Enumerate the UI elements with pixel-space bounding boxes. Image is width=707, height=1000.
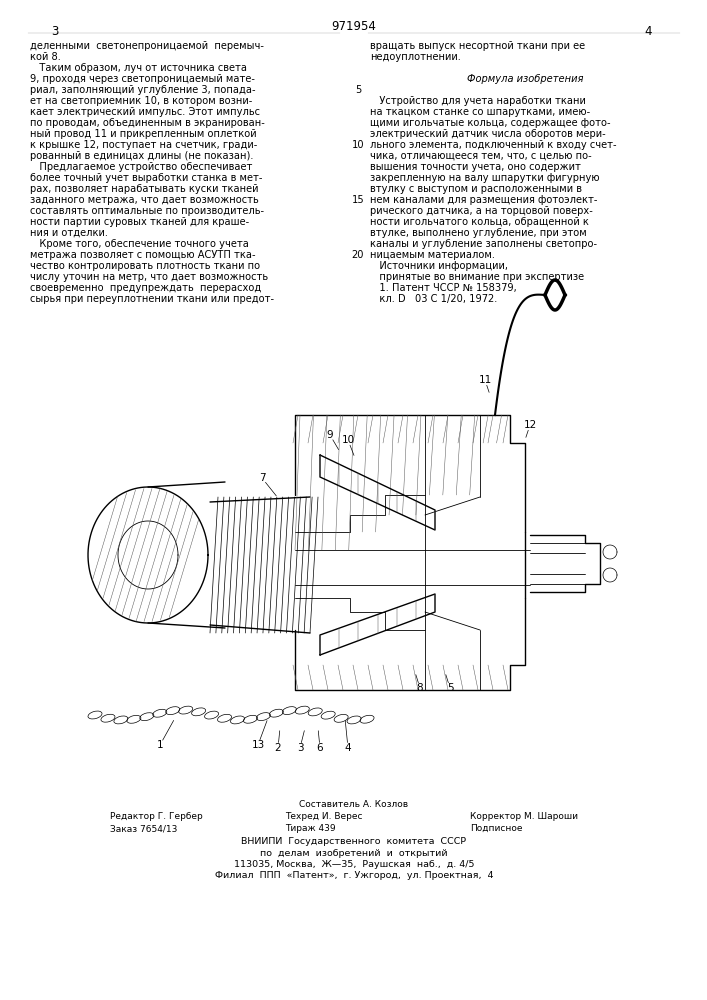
Text: 6: 6 [317,743,323,753]
Text: деленными  светонепроницаемой  перемыч-: деленными светонепроницаемой перемыч- [30,41,264,51]
Text: 1: 1 [157,740,163,750]
Text: ный провод 11 и прикрепленным оплеткой: ный провод 11 и прикрепленным оплеткой [30,129,257,139]
Text: метража позволяет с помощью АСУТП тка-: метража позволяет с помощью АСУТП тка- [30,250,256,260]
Text: ВНИИПИ  Государственного  комитета  СССР: ВНИИПИ Государственного комитета СССР [241,837,467,846]
Text: льного элемента, подключенный к входу счет-: льного элемента, подключенный к входу сч… [370,140,617,150]
Text: 3: 3 [52,25,59,38]
Text: рах, позволяет нарабатывать куски тканей: рах, позволяет нарабатывать куски тканей [30,184,259,194]
Text: каналы и углубление заполнены светопро-: каналы и углубление заполнены светопро- [370,239,597,249]
Text: своевременно  предупреждать  перерасход: своевременно предупреждать перерасход [30,283,262,293]
Text: более точный учет выработки станка в мет-: более точный учет выработки станка в мет… [30,173,262,183]
Text: 9: 9 [327,430,333,440]
Text: 3: 3 [297,743,303,753]
Text: чика, отличающееся тем, что, с целью по-: чика, отличающееся тем, что, с целью по- [370,151,592,161]
Text: на ткацком станке со шпарутками, имею-: на ткацком станке со шпарутками, имею- [370,107,590,117]
Text: 20: 20 [352,250,364,260]
Text: ния и отделки.: ния и отделки. [30,228,108,238]
Text: числу уточин на метр, что дает возможность: числу уточин на метр, что дает возможнос… [30,272,268,282]
Text: Филиал  ППП  «Патент»,  г. Ужгород,  ул. Проектная,  4: Филиал ППП «Патент», г. Ужгород, ул. Про… [215,871,493,880]
Text: ности игольчатого кольца, обращенной к: ности игольчатого кольца, обращенной к [370,217,589,227]
Text: кает электрический импульс. Этот импульс: кает электрический импульс. Этот импульс [30,107,260,117]
Text: 10: 10 [351,140,364,150]
Text: 12: 12 [523,420,537,430]
Text: Составитель А. Козлов: Составитель А. Козлов [300,800,409,809]
Text: 10: 10 [341,435,355,445]
Text: 13: 13 [252,740,264,750]
Text: 5: 5 [447,683,453,693]
Text: Техред И. Верес: Техред И. Верес [285,812,363,821]
Text: закрепленную на валу шпарутки фигурную: закрепленную на валу шпарутки фигурную [370,173,600,183]
Text: 7: 7 [259,473,265,483]
Text: 4: 4 [644,25,652,38]
Text: ет на светоприемник 10, в котором возни-: ет на светоприемник 10, в котором возни- [30,96,252,106]
Text: Предлагаемое устройство обеспечивает: Предлагаемое устройство обеспечивает [30,162,252,172]
Text: Редактор Г. Гербер: Редактор Г. Гербер [110,812,203,821]
Text: Кроме того, обеспечение точного учета: Кроме того, обеспечение точного учета [30,239,249,249]
Text: Формула изобретения: Формула изобретения [467,74,583,84]
Text: рованный в единицах длины (не показан).: рованный в единицах длины (не показан). [30,151,254,161]
Text: 4: 4 [345,743,351,753]
Text: чество контролировать плотность ткани по: чество контролировать плотность ткани по [30,261,260,271]
Text: 9, проходя через светопроницаемый мате-: 9, проходя через светопроницаемый мате- [30,74,255,84]
Text: 113035, Москва,  Ж—35,  Раушская  наб.,  д. 4/5: 113035, Москва, Ж—35, Раушская наб., д. … [234,860,474,869]
Text: 11: 11 [479,375,491,385]
Text: по  делам  изобретений  и  открытий: по делам изобретений и открытий [260,848,448,857]
Text: Тираж 439: Тираж 439 [285,824,336,833]
Text: недоуплотнении.: недоуплотнении. [370,52,461,62]
Text: риал, заполняющий углубление 3, попада-: риал, заполняющий углубление 3, попада- [30,85,256,95]
Text: Источники информации,: Источники информации, [370,261,508,271]
Text: 1. Патент ЧССР № 158379,: 1. Патент ЧССР № 158379, [370,283,517,293]
Text: Заказ 7654/13: Заказ 7654/13 [110,824,177,833]
Text: Корректор М. Шароши: Корректор М. Шароши [470,812,578,821]
Text: заданного метража, что дает возможность: заданного метража, что дает возможность [30,195,259,205]
Text: втулку с выступом и расположенными в: втулку с выступом и расположенными в [370,184,582,194]
Text: Подписное: Подписное [470,824,522,833]
Text: 8: 8 [416,683,423,693]
Text: к крышке 12, поступает на счетчик, гради-: к крышке 12, поступает на счетчик, гради… [30,140,257,150]
Text: рического датчика, а на торцовой поверх-: рического датчика, а на торцовой поверх- [370,206,593,216]
Text: ницаемым материалом.: ницаемым материалом. [370,250,495,260]
Text: щими игольчатые кольца, содержащее фото-: щими игольчатые кольца, содержащее фото- [370,118,611,128]
Text: принятые во внимание при экспертизе: принятые во внимание при экспертизе [370,272,584,282]
Text: Устройство для учета наработки ткани: Устройство для учета наработки ткани [370,96,586,106]
Text: по проводам, объединенным в экранирован-: по проводам, объединенным в экранирован- [30,118,265,128]
Text: кой 8.: кой 8. [30,52,61,62]
Text: 5: 5 [355,85,361,95]
Text: втулке, выполнено углубление, при этом: втулке, выполнено углубление, при этом [370,228,587,238]
Text: сырья при переуплотнении ткани или предот-: сырья при переуплотнении ткани или предо… [30,294,274,304]
Text: электрический датчик числа оборотов мери-: электрический датчик числа оборотов мери… [370,129,606,139]
Text: кл. D   03 C 1/20, 1972.: кл. D 03 C 1/20, 1972. [370,294,498,304]
Text: составлять оптимальные по производитель-: составлять оптимальные по производитель- [30,206,264,216]
Text: вращать выпуск несортной ткани при ее: вращать выпуск несортной ткани при ее [370,41,585,51]
Text: нем каналами для размещения фотоэлект-: нем каналами для размещения фотоэлект- [370,195,597,205]
Text: ности партии суровых тканей для краше-: ности партии суровых тканей для краше- [30,217,250,227]
Text: 971954: 971954 [332,20,376,33]
Text: 2: 2 [275,743,281,753]
Text: вышения точности учета, оно содержит: вышения точности учета, оно содержит [370,162,581,172]
Text: 15: 15 [351,195,364,205]
Text: Таким образом, луч от источника света: Таким образом, луч от источника света [30,63,247,73]
